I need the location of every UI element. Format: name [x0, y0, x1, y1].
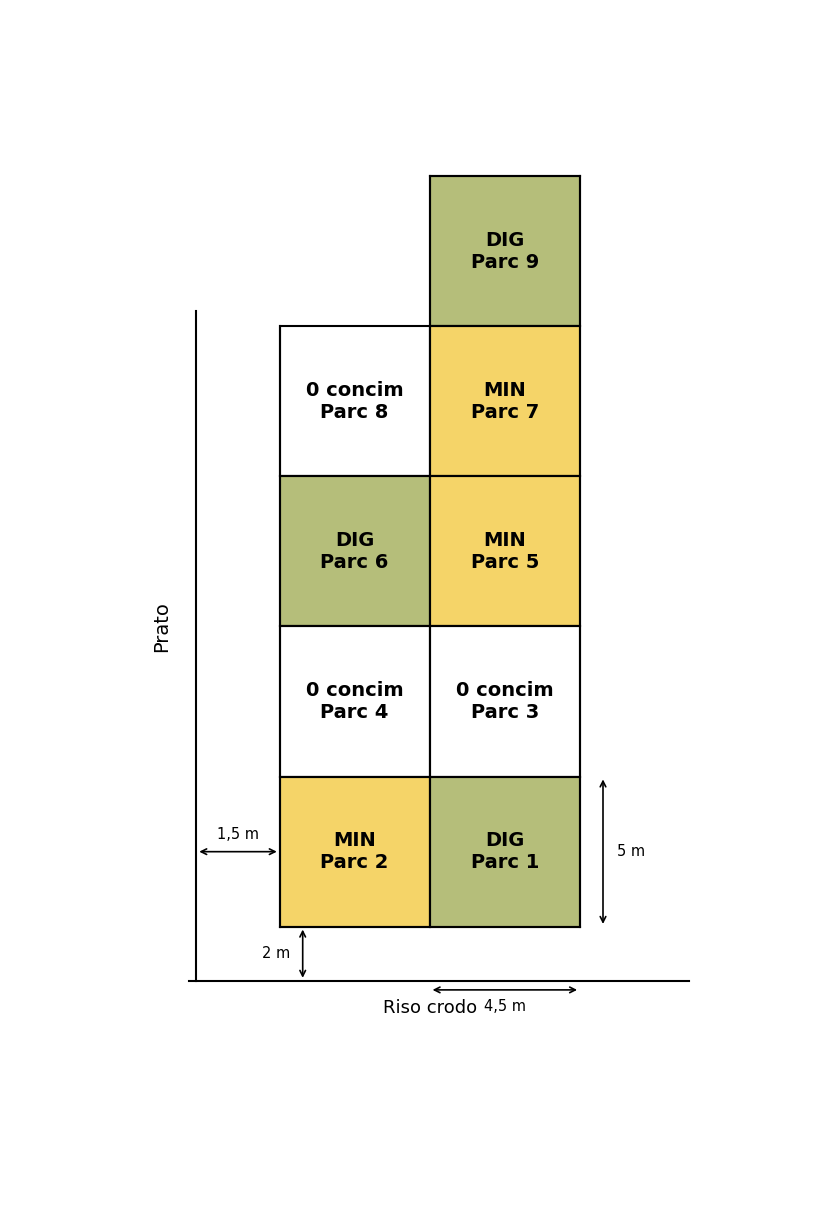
Bar: [280, 477, 430, 627]
Text: MIN
Parc 7: MIN Parc 7: [471, 381, 539, 422]
Text: 0 concim
Parc 3: 0 concim Parc 3: [456, 681, 553, 722]
Text: 0 concim
Parc 4: 0 concim Parc 4: [306, 681, 403, 722]
Bar: [430, 327, 580, 477]
Bar: [430, 477, 580, 627]
Text: 4,5 m: 4,5 m: [484, 999, 526, 1014]
Text: 0 concim
Parc 8: 0 concim Parc 8: [306, 381, 403, 422]
Text: DIG
Parc 1: DIG Parc 1: [471, 831, 539, 872]
Text: MIN
Parc 5: MIN Parc 5: [471, 531, 539, 572]
Text: 2 m: 2 m: [262, 946, 290, 961]
Text: 5 m: 5 m: [617, 845, 645, 859]
Bar: [280, 327, 430, 477]
Text: 1,5 m: 1,5 m: [217, 828, 259, 842]
Text: Prato: Prato: [153, 601, 171, 652]
Bar: [430, 175, 580, 327]
Text: DIG
Parc 9: DIG Parc 9: [471, 231, 539, 271]
Bar: [280, 627, 430, 777]
Bar: [280, 777, 430, 927]
Text: MIN
Parc 2: MIN Parc 2: [321, 831, 389, 872]
Bar: [430, 627, 580, 777]
Text: DIG
Parc 6: DIG Parc 6: [321, 531, 389, 572]
Text: Riso crodo: Riso crodo: [383, 998, 477, 1016]
Bar: [430, 777, 580, 927]
